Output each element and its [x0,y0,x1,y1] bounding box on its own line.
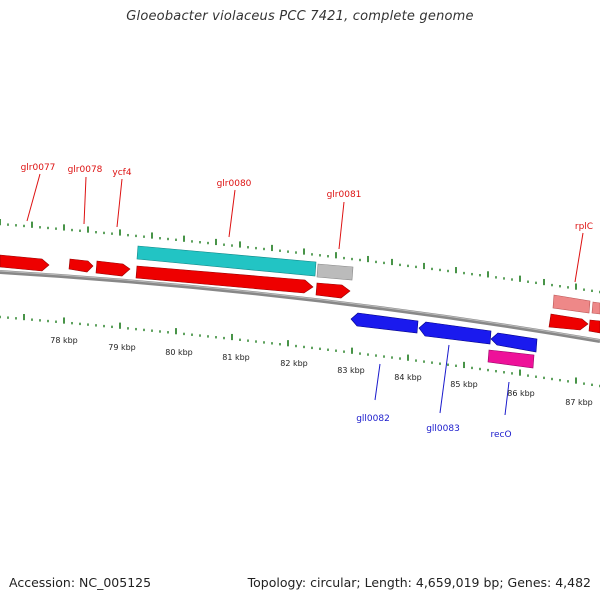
gene-arrow-ycf4 [95,260,131,277]
kbp-scale-label: 81 kbp [222,353,250,362]
genome-backbone [0,270,600,343]
gene-arrow-glr0078 [68,258,94,273]
kbp-scale-label: 78 kbp [50,336,78,345]
kbp-scale-label: 80 kbp [165,348,193,357]
genome-summary-text: Topology: circular; Length: 4,659,019 bp… [247,575,591,590]
lower-tick-row [0,313,600,388]
map-title: Gloeobacter violaceus PCC 7421, complete… [126,9,474,24]
gene-label-reverse[interactable]: gll0083 [426,424,460,434]
gene-arrow-rplC-next [588,319,600,334]
kbp-scale-label: 85 kbp [450,380,478,389]
gene-label-reverse[interactable]: gll0082 [356,414,390,424]
kbp-scale-label: 82 kbp [280,359,308,368]
kbp-scale-label: 87 kbp [565,398,593,407]
accession-text: Accession: NC_005125 [9,575,152,590]
kbp-scale-label: 84 kbp [394,373,422,382]
label-leader-line [26,173,41,222]
gene-label-forward[interactable]: rplC [575,222,593,232]
gene-label-forward[interactable]: glr0077 [21,163,56,173]
gene-arrow-glr0081 [315,282,351,299]
kbp-scale-label: 79 kbp [108,343,136,352]
tick-rows [0,219,600,388]
gene-arrow-recO [490,332,538,353]
gene-label-forward[interactable]: ycf4 [112,168,131,178]
label-leader-line [228,189,236,238]
feature-recO-magenta [487,349,535,369]
label-leader-line [504,381,510,416]
feature-pseudo-pink [552,294,591,314]
gene-arrow-glr0080 [135,265,314,294]
gene-label-reverse[interactable]: recO [490,430,511,440]
label-leader-line [374,363,381,401]
rna-feature-cyan [136,245,317,277]
gene-arrow-gll0083 [418,321,492,345]
label-leader-line [338,201,345,250]
label-leader-line [83,176,87,225]
label-leader-line [116,178,123,228]
label-leader-lines [26,173,584,416]
label-leader-line [439,344,450,414]
gene-label-forward[interactable]: glr0081 [327,190,362,200]
gene-label-forward[interactable]: glr0080 [217,179,252,189]
gene-arrow-gll0082-left [350,312,419,334]
gene-label-forward[interactable]: glr0078 [68,165,103,175]
feature-gray [316,263,354,281]
gene-labels: glr0077 glr0078 ycf4 glr0080 glr0081 rplC gll0… [21,163,594,440]
gene-arrow-glr0077 [0,254,50,272]
kbp-scale-label: 83 kbp [337,366,365,375]
upper-tick-row [0,219,600,294]
kbp-scale-label: 86 kbp [507,389,535,398]
label-leader-line [574,232,584,283]
feature-pseudo-pink-next [591,301,600,315]
kbp-scale-labels: 78 kbp 79 kbp 80 kbp 81 kbp 82 kbp 83 kbp 84 k… [50,336,593,407]
gene-arrow-rplC-lower [548,313,589,331]
gene-features [0,245,600,369]
